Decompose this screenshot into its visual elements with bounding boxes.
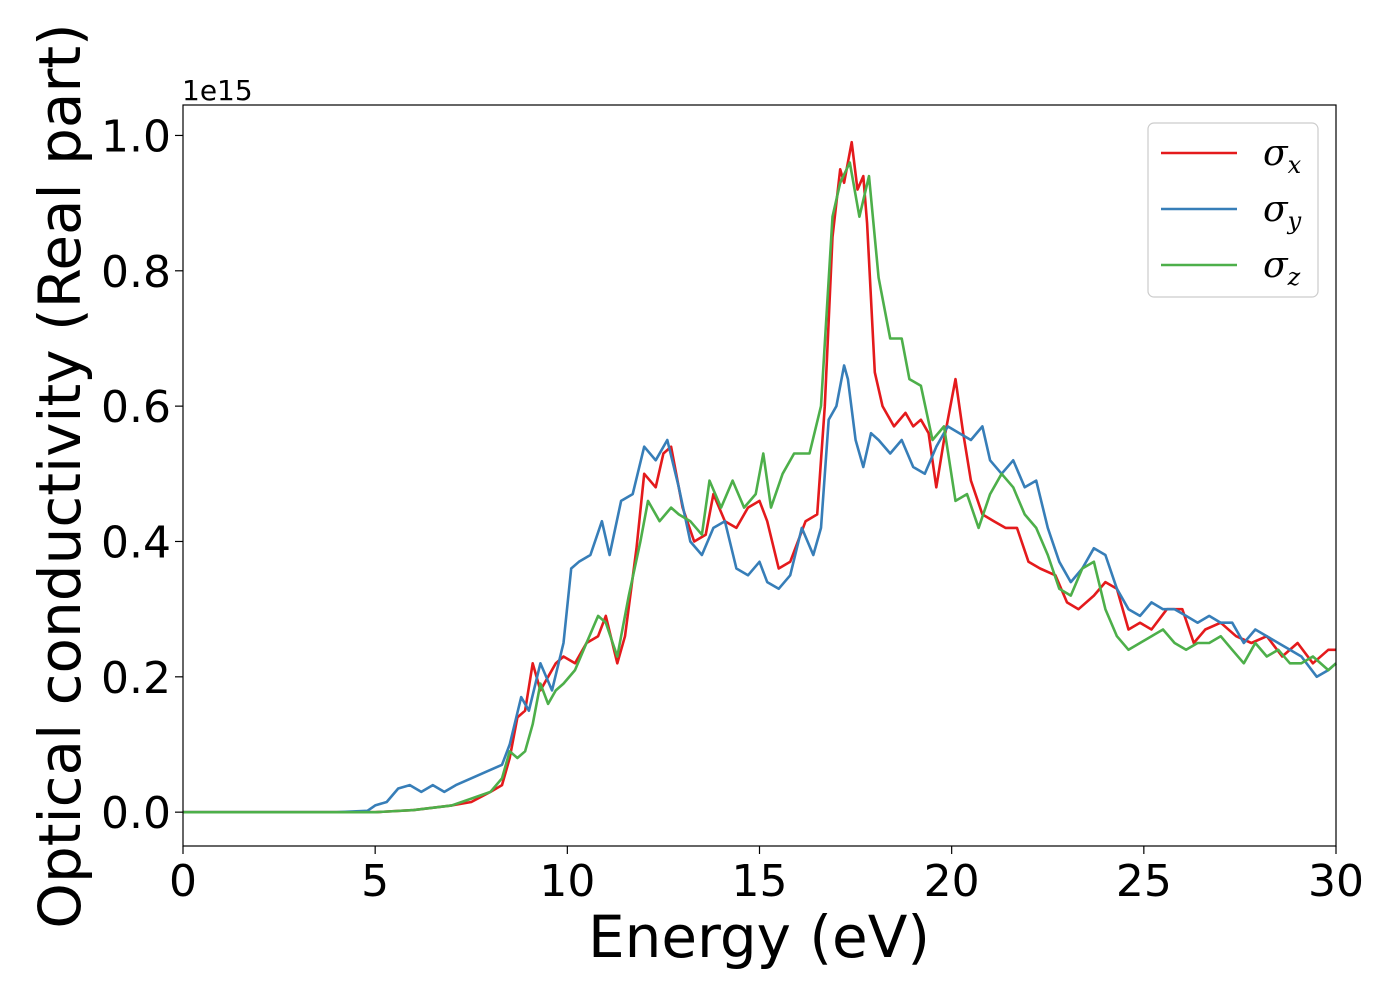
y-tick-label: 0.6 (101, 382, 171, 433)
x-tick-label: 20 (924, 856, 980, 907)
y-tick-label: 0.8 (101, 247, 171, 298)
x-tick-label: 10 (539, 856, 595, 907)
y-tick-label: 0.0 (101, 788, 171, 839)
x-axis-ticks: 0 5 10 15 20 25 30 (169, 846, 1364, 907)
y-tick-label: 0.4 (101, 517, 171, 568)
y-tick-label: 0.2 (101, 653, 171, 704)
x-tick-label: 30 (1308, 856, 1364, 907)
legend: σx σy σz (1147, 122, 1319, 298)
y-axis-title: Optical conductivity (Real part) (26, 23, 94, 928)
x-tick-label: 25 (1116, 856, 1172, 907)
legend-label-y: σy (1263, 189, 1302, 235)
x-tick-label: 5 (361, 856, 389, 907)
series-line-z (183, 161, 1337, 814)
y-tick-label: 1.0 (101, 111, 171, 162)
legend-label-x: σx (1263, 133, 1302, 179)
x-axis-title: Energy (eV) (588, 903, 930, 971)
series-group (183, 140, 1337, 814)
x-tick-label: 15 (732, 856, 788, 907)
y-axis-offset-label: 1e15 (182, 74, 253, 107)
x-tick-label: 0 (169, 856, 197, 907)
series-line-y (183, 364, 1337, 814)
y-axis-ticks: 0.0 0.2 0.4 0.6 0.8 1.0 (101, 111, 183, 839)
legend-label-z: σz (1263, 245, 1301, 291)
